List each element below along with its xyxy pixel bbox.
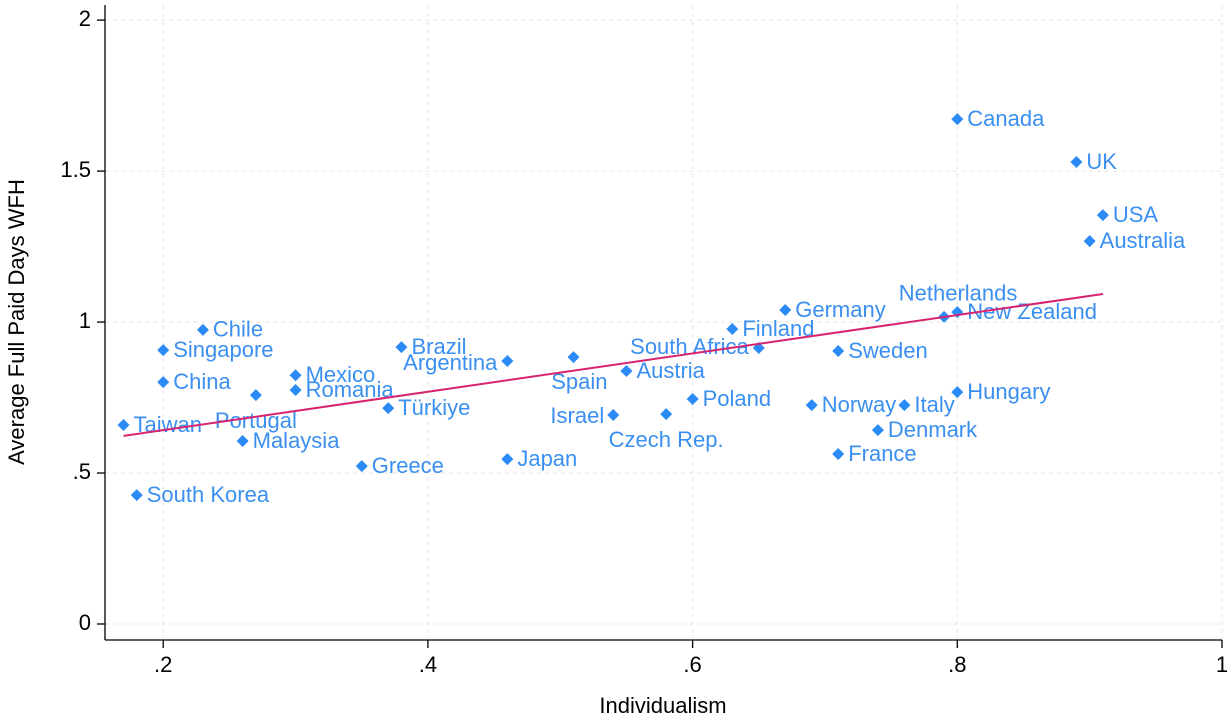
x-tick-label: 1	[1216, 652, 1228, 677]
point-label: Germany	[795, 297, 885, 322]
point	[871, 424, 884, 437]
point-label: USA	[1113, 202, 1159, 227]
point	[951, 386, 964, 399]
point-label: Romania	[306, 377, 395, 402]
x-tick-label: .8	[948, 652, 966, 677]
point	[805, 399, 818, 412]
point-label: Denmark	[888, 417, 978, 442]
point	[779, 303, 792, 316]
point-label: Netherlands	[899, 281, 1018, 306]
point-label: Italy	[914, 392, 954, 417]
point	[236, 435, 249, 448]
point-label: UK	[1086, 149, 1117, 174]
point-label: Canada	[967, 106, 1045, 131]
point-label: South Africa	[630, 334, 749, 359]
point-label: South Korea	[147, 482, 270, 507]
point	[157, 376, 170, 389]
point	[501, 453, 514, 466]
point-label: Czech Rep.	[609, 427, 724, 452]
point-label: Norway	[822, 392, 897, 417]
point-label: Austria	[636, 358, 705, 383]
point-label: Japan	[517, 446, 577, 471]
point-label: Brazil	[411, 334, 466, 359]
y-tick-label: 0	[79, 610, 91, 635]
y-tick-label: 1	[79, 308, 91, 333]
point-label: China	[173, 369, 231, 394]
point-label: Chile	[213, 317, 263, 342]
point	[726, 322, 739, 335]
point	[395, 341, 408, 354]
point	[898, 399, 911, 412]
point-label: Türkiye	[398, 395, 470, 420]
point-label: Greece	[372, 453, 444, 478]
point	[686, 393, 699, 406]
point	[1096, 209, 1109, 222]
point	[501, 354, 514, 367]
point-label: France	[848, 441, 916, 466]
point	[832, 345, 845, 358]
y-tick-label: 1.5	[60, 157, 91, 182]
x-tick-label: .2	[154, 652, 172, 677]
y-tick-label: 2	[79, 6, 91, 31]
y-tick-label: .5	[73, 459, 91, 484]
point	[1083, 235, 1096, 248]
point-label: Israel	[550, 403, 604, 428]
point-label: Malaysia	[253, 428, 341, 453]
fit-line	[123, 292, 1104, 437]
point	[832, 447, 845, 460]
point	[249, 389, 262, 402]
point	[951, 113, 964, 126]
point	[620, 364, 633, 377]
x-tick-label: .6	[683, 652, 701, 677]
point	[196, 323, 209, 336]
point	[130, 489, 143, 502]
point-label: Poland	[703, 386, 772, 411]
point	[567, 351, 580, 364]
point-label: Singapore	[173, 337, 273, 362]
point	[660, 408, 673, 421]
point-label: Sweden	[848, 338, 928, 363]
x-axis-label: Individualism	[599, 693, 726, 718]
point-label: Argentina	[403, 350, 498, 375]
point	[1070, 156, 1083, 169]
point	[355, 460, 368, 473]
x-tick-label: .4	[419, 652, 437, 677]
point-label: Hungary	[967, 379, 1050, 404]
point	[289, 369, 302, 382]
point	[289, 383, 302, 396]
y-axis-label: Average Full Paid Days WFH	[4, 179, 29, 465]
point	[607, 409, 620, 422]
point	[117, 419, 130, 432]
point	[157, 344, 170, 357]
point-label: Australia	[1100, 228, 1186, 253]
point	[382, 402, 395, 415]
point-label: Mexico	[306, 362, 376, 387]
